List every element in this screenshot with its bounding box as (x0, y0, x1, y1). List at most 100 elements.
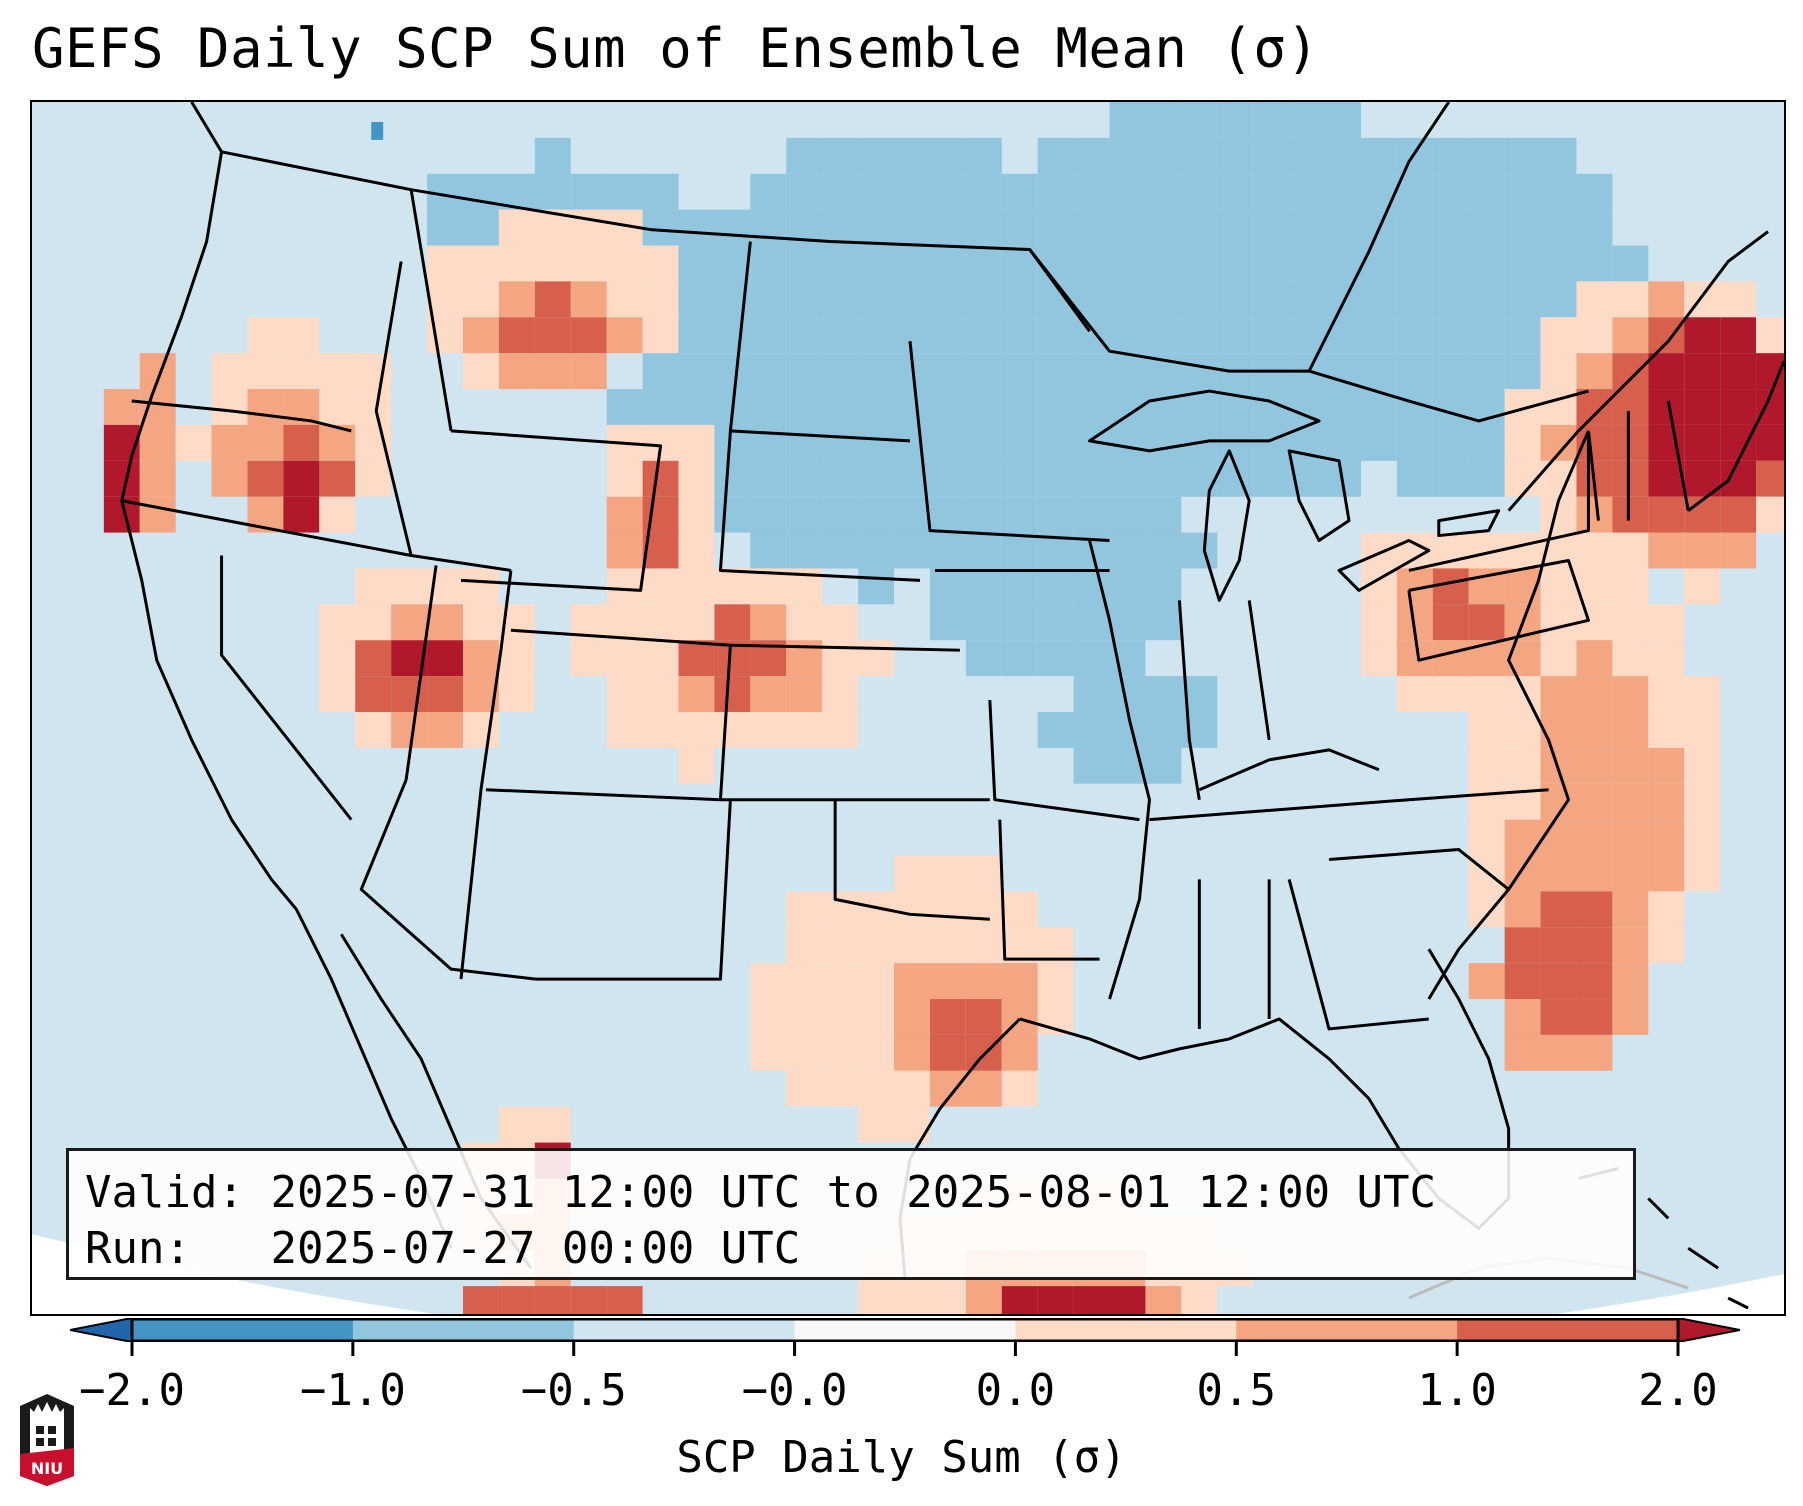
scp-cell (1540, 676, 1577, 712)
colorbar-tick-label: −1.0 (299, 1365, 406, 1416)
scp-cell (606, 604, 643, 641)
scp-cell (355, 676, 392, 712)
scp-cell (1325, 173, 1361, 210)
scp-cell (1432, 640, 1469, 677)
mississippi-river (1088, 540, 1151, 1000)
scp-cell (929, 999, 966, 1035)
scp-cell (1145, 676, 1182, 712)
colorbar (70, 1318, 1740, 1342)
scp-cell (498, 640, 535, 677)
scp-cell (965, 173, 1002, 210)
scp-cell (1073, 245, 1110, 282)
scp-cell (1217, 102, 1254, 138)
scp-cell (894, 137, 930, 174)
scp-cell (1504, 353, 1541, 390)
scp-cell (929, 1286, 966, 1314)
scp-cell (1037, 711, 1074, 748)
colorbar-bin (1236, 1318, 1458, 1342)
scp-cell (1109, 1286, 1146, 1314)
scp-cell (1325, 353, 1361, 390)
scp-cell (1540, 855, 1577, 892)
scp-cell (606, 568, 643, 605)
sd-ne-border (718, 430, 921, 582)
scp-cell (1217, 424, 1254, 461)
scp-cell (283, 496, 320, 533)
scp-cell (1145, 532, 1182, 569)
scp-cell (786, 281, 823, 318)
scp-cell (1253, 460, 1290, 497)
colorbar-bin (1457, 1318, 1679, 1342)
scp-cell (929, 927, 966, 964)
scp-cell (1684, 711, 1721, 748)
scp-cell (786, 927, 823, 964)
scp-cell (1612, 389, 1649, 425)
scp-cell (1217, 137, 1254, 174)
scp-cell (1468, 963, 1505, 1000)
scp-cell (1648, 640, 1685, 677)
scp-cell (247, 424, 284, 461)
scp-cell (570, 317, 607, 354)
scp-cell (1109, 460, 1146, 497)
colorbar-tick-label: 1.0 (1417, 1365, 1497, 1416)
scp-cell (642, 640, 679, 677)
scp-cell (391, 604, 428, 641)
scp-cell (1612, 783, 1649, 820)
scp-cell (642, 604, 679, 641)
scp-cell (1612, 891, 1649, 928)
scp-cell (1432, 676, 1469, 712)
scp-cell (894, 281, 930, 318)
scp-cell (965, 353, 1002, 390)
scp-cell (1612, 353, 1649, 390)
scp-cell (1648, 389, 1685, 425)
scp-cell (1181, 281, 1218, 318)
scp-cell (1145, 424, 1182, 461)
scp-cell (822, 424, 859, 461)
scp-cell (1037, 317, 1074, 354)
scp-cell (606, 676, 643, 712)
scp-cell (1756, 424, 1784, 461)
scp-cell (678, 676, 715, 712)
scp-cell (1468, 209, 1505, 246)
scp-cell (1648, 783, 1685, 820)
tn-border (1149, 788, 1549, 822)
scp-cell (1612, 999, 1649, 1035)
scp-cell (1109, 532, 1146, 569)
scp-cell (1253, 424, 1290, 461)
scp-cell (1504, 137, 1541, 174)
scp-cell (1540, 568, 1577, 605)
scp-cell (714, 317, 751, 354)
scp-cell (1037, 604, 1074, 641)
scp-cell (1468, 353, 1505, 390)
colorbar-bin (1015, 1318, 1237, 1342)
scp-cell (498, 209, 535, 246)
scp-cell (786, 173, 823, 210)
scp-cell (750, 676, 787, 712)
scp-cell (714, 496, 751, 533)
scp-cell (1576, 963, 1613, 1000)
scp-cell (1217, 245, 1254, 282)
scp-cell (858, 1070, 895, 1107)
scp-cell (175, 424, 212, 461)
scp-cell (1001, 1070, 1038, 1107)
scp-cell (1720, 281, 1757, 318)
scp-cell (570, 209, 607, 246)
scp-cell (965, 245, 1002, 282)
scp-cell (1181, 209, 1218, 246)
scp-cell (678, 353, 715, 390)
mn-ia-border (908, 341, 1110, 543)
scp-cell (1181, 1286, 1218, 1314)
scp-cell (1109, 604, 1146, 641)
scp-cell (1325, 209, 1361, 246)
scp-cell (1253, 137, 1290, 174)
scp-cell (1540, 173, 1577, 210)
scp-cell (1073, 1286, 1110, 1314)
scp-cell (1253, 102, 1290, 138)
scp-cell (1145, 568, 1182, 605)
scp-cell (1612, 819, 1649, 856)
scp-cell (929, 353, 966, 390)
scp-cell (822, 173, 859, 210)
scp-cell (1504, 281, 1541, 318)
scp-cell (786, 711, 823, 748)
scp-cell (1504, 963, 1541, 1000)
scp-cell (1396, 281, 1433, 318)
